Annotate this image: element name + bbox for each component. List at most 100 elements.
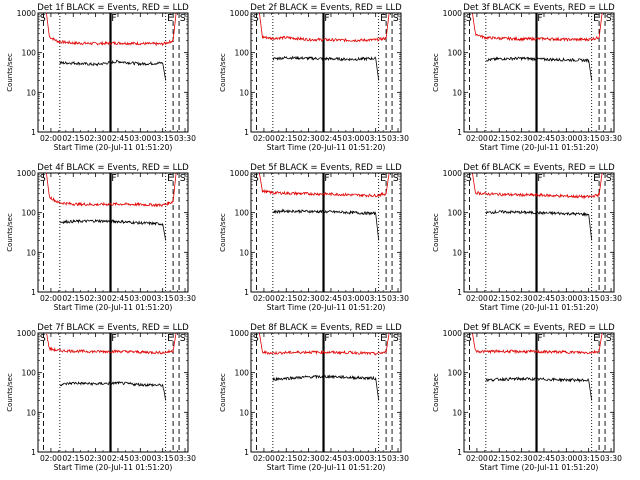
- x-tick-label: 02:30: [85, 134, 107, 143]
- plot-frame: [250, 172, 402, 293]
- y-tick-label: 10: [452, 248, 462, 257]
- x-tick-label: 02:45: [107, 134, 129, 143]
- panel-title: Det 1f BLACK = Events, RED = LLD: [37, 3, 189, 13]
- x-tick-label: 02:00: [40, 134, 62, 143]
- x-axis-label: Start Time (20-Jul-11 01:51:20): [267, 143, 386, 152]
- x-tick-label: 02:45: [533, 294, 555, 303]
- y-tick-label: 10: [452, 408, 462, 417]
- x-tick-label: 02:00: [253, 454, 275, 463]
- x-tick-label: 03:00: [555, 294, 577, 303]
- y-axis-label: Counts/sec: [6, 53, 14, 92]
- marker-f: F: [537, 173, 542, 184]
- series-events-black: [59, 218, 166, 241]
- series-events-black: [59, 380, 166, 401]
- x-tick-label: 02:15: [275, 294, 297, 303]
- panel-title: Det 2f BLACK = Events, RED = LLD: [250, 3, 402, 13]
- panel-det-8: Det 8f BLACK = Events, RED = LLD Counts/s…: [219, 323, 409, 472]
- marker-s: S: [253, 333, 259, 344]
- marker-s: S: [40, 333, 46, 344]
- marker-e: E: [593, 333, 599, 344]
- y-tick-label: 1: [457, 128, 462, 137]
- x-tick-label: 02:30: [85, 294, 107, 303]
- y-tick-label: 10: [26, 248, 36, 257]
- series-lld-red: [472, 333, 603, 355]
- plot-frame: [250, 12, 402, 133]
- marker-s: S: [393, 173, 399, 184]
- x-tick-label: 03:15: [365, 454, 387, 463]
- y-tick-label: 1000: [443, 9, 462, 18]
- x-tick-label: 03:15: [578, 294, 600, 303]
- x-axis-label: Start Time (20-Jul-11 01:51:20): [54, 463, 173, 472]
- y-tick-label: 1000: [17, 169, 36, 178]
- x-tick-label: 02:15: [62, 294, 84, 303]
- x-tick-label: 03:00: [129, 294, 151, 303]
- marker-s: S: [393, 333, 399, 344]
- y-tick-label: 1000: [230, 329, 249, 338]
- x-tick-label: 02:00: [466, 454, 488, 463]
- y-tick-label: 10: [239, 248, 249, 257]
- y-tick-label: 100: [235, 49, 250, 58]
- marker-e: E: [167, 173, 173, 184]
- marker-f: F: [111, 333, 116, 344]
- x-tick-label: 03:00: [342, 294, 364, 303]
- x-tick-label: 03:15: [152, 294, 174, 303]
- series-lld-red: [259, 173, 390, 198]
- x-tick-label: 03:30: [174, 134, 196, 143]
- panel-det-3: Det 3f BLACK = Events, RED = LLD Counts/s…: [432, 3, 622, 152]
- y-axis-label: Counts/sec: [432, 373, 440, 412]
- y-tick-label: 1000: [17, 9, 36, 18]
- x-tick-label: 03:30: [600, 454, 622, 463]
- marker-s: S: [466, 333, 472, 344]
- y-tick-label: 1: [244, 448, 249, 457]
- series-events-black: [272, 374, 379, 401]
- y-tick-label: 1000: [443, 169, 462, 178]
- x-tick-label: 03:15: [578, 134, 600, 143]
- x-tick-label: 03:30: [387, 134, 409, 143]
- x-tick-label: 02:00: [40, 454, 62, 463]
- marker-s: S: [180, 333, 186, 344]
- series-events-black: [485, 56, 592, 81]
- y-tick-label: 100: [235, 369, 250, 378]
- series-events-black: [272, 208, 379, 241]
- x-tick-label: 02:45: [107, 454, 129, 463]
- marker-s: S: [40, 173, 46, 184]
- x-tick-label: 03:30: [387, 294, 409, 303]
- x-tick-label: 03:00: [555, 134, 577, 143]
- panel-det-4: Det 4f BLACK = Events, RED = LLD Counts/s…: [6, 163, 196, 312]
- x-tick-label: 02:30: [511, 454, 533, 463]
- plot-frame: [37, 332, 189, 453]
- x-tick-label: 02:30: [298, 454, 320, 463]
- x-tick-label: 02:45: [320, 134, 342, 143]
- x-tick-label: 02:45: [533, 134, 555, 143]
- panel-title: Det 7f BLACK = Events, RED = LLD: [37, 323, 189, 333]
- marker-s: S: [466, 13, 472, 24]
- y-axis-label: Counts/sec: [432, 53, 440, 92]
- x-tick-label: 02:30: [511, 134, 533, 143]
- x-tick-label: 02:45: [320, 454, 342, 463]
- x-axis-label: Start Time (20-Jul-11 01:51:20): [480, 303, 599, 312]
- y-tick-label: 10: [26, 408, 36, 417]
- series-lld-red: [472, 173, 603, 200]
- x-tick-label: 03:15: [365, 134, 387, 143]
- x-tick-label: 02:15: [488, 294, 510, 303]
- x-axis-label: Start Time (20-Jul-11 01:51:20): [54, 143, 173, 152]
- y-axis-label: Counts/sec: [6, 213, 14, 252]
- x-tick-label: 03:15: [365, 294, 387, 303]
- marker-s: S: [180, 173, 186, 184]
- y-tick-label: 100: [448, 369, 463, 378]
- panel-title: Det 4f BLACK = Events, RED = LLD: [37, 163, 189, 173]
- x-tick-label: 02:15: [275, 454, 297, 463]
- y-tick-label: 1: [244, 128, 249, 137]
- x-tick-label: 02:00: [253, 134, 275, 143]
- panel-title: Det 8f BLACK = Events, RED = LLD: [250, 323, 402, 333]
- x-tick-label: 03:15: [152, 134, 174, 143]
- marker-e: E: [167, 13, 173, 24]
- series-lld-red: [46, 173, 177, 208]
- marker-s: S: [606, 333, 612, 344]
- x-tick-label: 02:30: [298, 294, 320, 303]
- x-tick-label: 03:15: [152, 454, 174, 463]
- marker-f: F: [537, 333, 542, 344]
- y-tick-label: 10: [452, 88, 462, 97]
- y-tick-label: 1: [457, 448, 462, 457]
- y-axis-label: Counts/sec: [6, 373, 14, 412]
